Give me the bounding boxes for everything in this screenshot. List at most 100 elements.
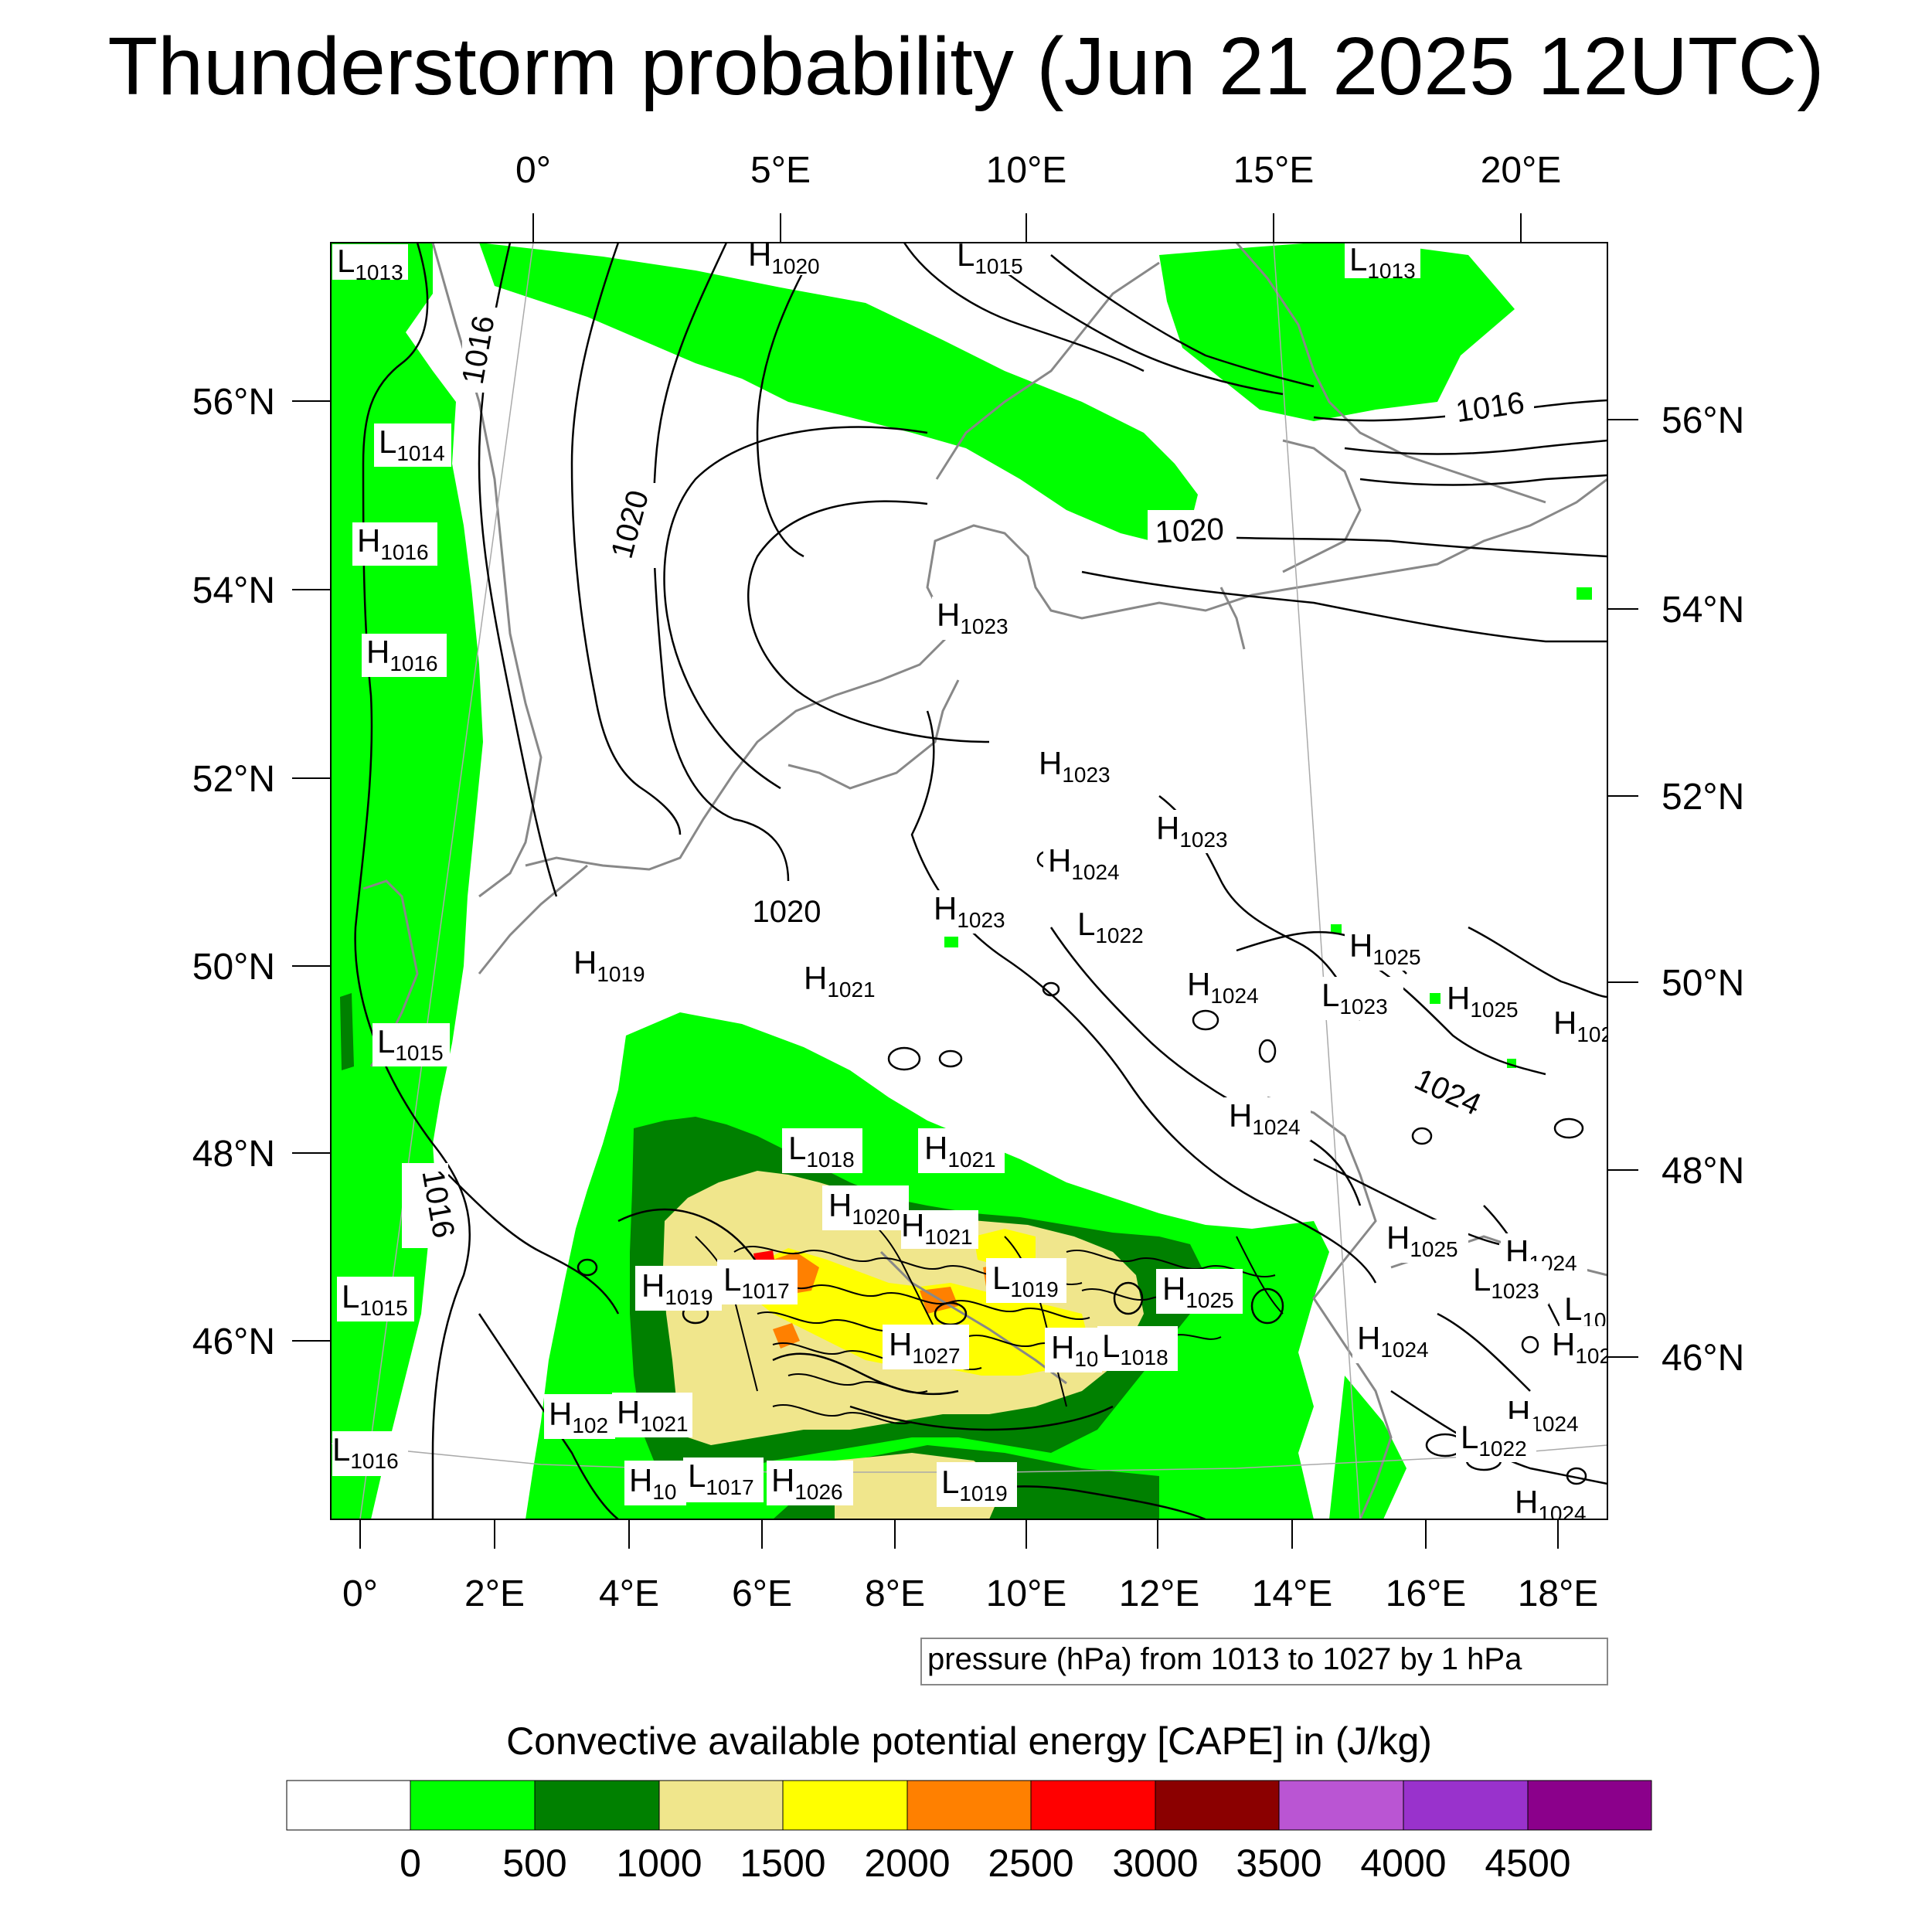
left-lat-label: 48°N bbox=[192, 1134, 275, 1175]
pressure-center-label: H1021 bbox=[799, 960, 886, 1003]
svg-text:H1024: H1024 bbox=[1229, 1097, 1301, 1139]
top-lon-label: 15°E bbox=[1233, 150, 1315, 191]
pressure-center-label: H10 bbox=[1045, 1328, 1102, 1372]
colorbar-swatch bbox=[286, 1780, 411, 1831]
bottom-longitude-axis: 0° 2°E 4°E 6°E 8°E 10°E 12°E 14°E 16°E 1… bbox=[342, 1519, 1598, 1614]
right-lat-label: 52°N bbox=[1662, 777, 1744, 818]
pressure-center-label: H1025 bbox=[1345, 927, 1431, 971]
colorbar-tick-label: 1500 bbox=[740, 1842, 825, 1885]
svg-text:L1019: L1019 bbox=[941, 1464, 1008, 1505]
colorbar-swatch bbox=[1403, 1780, 1529, 1831]
svg-text:H1024: H1024 bbox=[1048, 842, 1120, 884]
svg-text:H1020: H1020 bbox=[748, 236, 820, 278]
pressure-center-label: L1017 bbox=[683, 1458, 764, 1502]
svg-text:H1024: H1024 bbox=[1507, 1394, 1579, 1436]
bottom-lon-label: 14°E bbox=[1252, 1573, 1333, 1614]
svg-text:L1015: L1015 bbox=[342, 1278, 408, 1320]
pressure-center-label: H1023 bbox=[932, 597, 1019, 640]
svg-text:L1022: L1022 bbox=[1077, 906, 1144, 947]
svg-text:H1025: H1025 bbox=[1162, 1270, 1234, 1312]
svg-text:H1020: H1020 bbox=[828, 1187, 900, 1229]
pressure-center-label: L1023 bbox=[1317, 977, 1403, 1020]
svg-text:H1023: H1023 bbox=[1039, 745, 1111, 787]
colorbar-tick-label: 4500 bbox=[1485, 1842, 1570, 1885]
pressure-centers: L1013 H1020 L1015 L1013 L1014 H1016 H101… bbox=[332, 236, 1613, 1519]
pressure-center-label: H1023 bbox=[1034, 745, 1121, 788]
svg-text:H1023: H1023 bbox=[1156, 810, 1228, 852]
top-lon-label: 10°E bbox=[986, 150, 1067, 191]
pressure-center-label: L1023 bbox=[1468, 1261, 1549, 1304]
svg-text:L1016: L1016 bbox=[332, 1431, 399, 1473]
svg-text:H1026: H1026 bbox=[771, 1462, 843, 1504]
pressure-center-label: H102 bbox=[544, 1394, 615, 1439]
left-lat-label: 56°N bbox=[192, 382, 275, 423]
bottom-lon-label: 0° bbox=[342, 1573, 378, 1614]
bottom-lon-label: 12°E bbox=[1119, 1573, 1200, 1614]
svg-text:H1024: H1024 bbox=[1187, 966, 1259, 1008]
svg-text:L1018: L1018 bbox=[788, 1130, 855, 1172]
svg-text:H102: H102 bbox=[1553, 1005, 1613, 1046]
pressure-center-label: H1023 bbox=[1151, 810, 1238, 853]
pressure-center-label: L1013 bbox=[1345, 241, 1420, 283]
pressure-center-label: L1018 bbox=[782, 1128, 862, 1173]
top-longitude-axis: 0° 5°E 10°E 15°E 20°E bbox=[515, 150, 1561, 243]
right-lat-label: 46°N bbox=[1662, 1338, 1744, 1379]
svg-text:H1021: H1021 bbox=[617, 1394, 689, 1436]
right-lat-label: 50°N bbox=[1662, 963, 1744, 1004]
svg-text:L1015: L1015 bbox=[377, 1023, 444, 1065]
bottom-lon-label: 6°E bbox=[732, 1573, 792, 1614]
left-lat-label: 46°N bbox=[192, 1321, 275, 1362]
pressure-center-label: H1020 bbox=[822, 1185, 909, 1230]
map-area: 1016 1020 1016 1020 1020 1024 1016 L1013… bbox=[331, 236, 1613, 1519]
bottom-lon-label: 4°E bbox=[599, 1573, 659, 1614]
pressure-center-label: H1026 bbox=[767, 1461, 853, 1505]
pressure-center-label: L1022 bbox=[1456, 1419, 1536, 1462]
svg-text:H102: H102 bbox=[549, 1396, 608, 1437]
svg-text:L1018: L1018 bbox=[1102, 1328, 1168, 1369]
svg-text:L1014: L1014 bbox=[379, 423, 445, 465]
colorbar-tick-label: 1000 bbox=[616, 1842, 702, 1885]
isobar-label: 1020 bbox=[1155, 512, 1225, 550]
pressure-center-label: H10 bbox=[624, 1461, 686, 1505]
colorbar-title: Convective available potential energy [C… bbox=[506, 1719, 1432, 1763]
pressure-center-label: L1022 bbox=[1073, 906, 1159, 949]
pressure-center-label: H1016 bbox=[352, 522, 437, 566]
colorbar-swatch bbox=[534, 1780, 660, 1831]
colorbar-swatch bbox=[1155, 1780, 1280, 1831]
pressure-center-label: L1015 bbox=[952, 243, 1032, 278]
pressure-center-label: H1021 bbox=[918, 1128, 1005, 1173]
pressure-center-label: H1020 bbox=[743, 236, 828, 278]
isobar-labels: 1016 1020 1016 1020 1020 1024 1016 bbox=[402, 308, 1534, 1248]
bottom-lon-label: 10°E bbox=[986, 1573, 1067, 1614]
pressure-center-label: L1015 bbox=[337, 1277, 414, 1321]
pressure-center-label: L1015 bbox=[372, 1023, 450, 1066]
pressure-center-label: H1025 bbox=[1156, 1269, 1243, 1314]
colorbar-tick-label: 0 bbox=[400, 1842, 421, 1885]
svg-text:H1016: H1016 bbox=[357, 522, 429, 564]
pressure-center-label: H1016 bbox=[362, 634, 447, 677]
svg-text:L1013: L1013 bbox=[1349, 241, 1416, 283]
pressure-center-label: H1019 bbox=[569, 944, 655, 988]
pressure-center-label: H1024 bbox=[1510, 1484, 1597, 1519]
colorbar-tick-label: 3000 bbox=[1112, 1842, 1198, 1885]
pressure-center-label: H1021 bbox=[901, 1207, 978, 1249]
svg-text:H1021: H1021 bbox=[924, 1130, 996, 1172]
svg-text:H1016: H1016 bbox=[366, 634, 438, 675]
svg-text:H1021: H1021 bbox=[901, 1207, 973, 1249]
pressure-center-label: L1013 bbox=[332, 243, 408, 284]
svg-text:H1021: H1021 bbox=[804, 960, 876, 1002]
coastlines-borders bbox=[362, 243, 1607, 1519]
svg-text:H10: H10 bbox=[1051, 1329, 1099, 1371]
pressure-center-label: H1024 bbox=[1352, 1320, 1439, 1363]
pressure-center-label: H1024 bbox=[1182, 966, 1269, 1009]
svg-text:L1017: L1017 bbox=[723, 1261, 790, 1303]
map-title: Thunderstorm probability (Jun 21 2025 12… bbox=[107, 21, 1824, 112]
pressure-center-label: H1025 bbox=[1382, 1219, 1468, 1263]
pressure-center-label: L1018 bbox=[1097, 1326, 1178, 1371]
colorbar-tick-label: 2000 bbox=[864, 1842, 950, 1885]
svg-text:L1023: L1023 bbox=[1473, 1261, 1539, 1303]
colorbar-tick-label: 3500 bbox=[1236, 1842, 1321, 1885]
right-lat-label: 48°N bbox=[1662, 1151, 1744, 1192]
left-lat-label: 52°N bbox=[192, 759, 275, 800]
